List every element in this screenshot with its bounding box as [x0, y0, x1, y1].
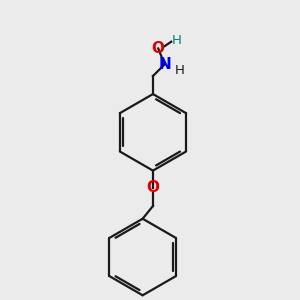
Text: O: O — [146, 181, 159, 196]
Text: N: N — [158, 57, 171, 72]
Text: H: H — [172, 34, 182, 47]
Text: O: O — [152, 41, 165, 56]
Text: H: H — [175, 64, 185, 77]
